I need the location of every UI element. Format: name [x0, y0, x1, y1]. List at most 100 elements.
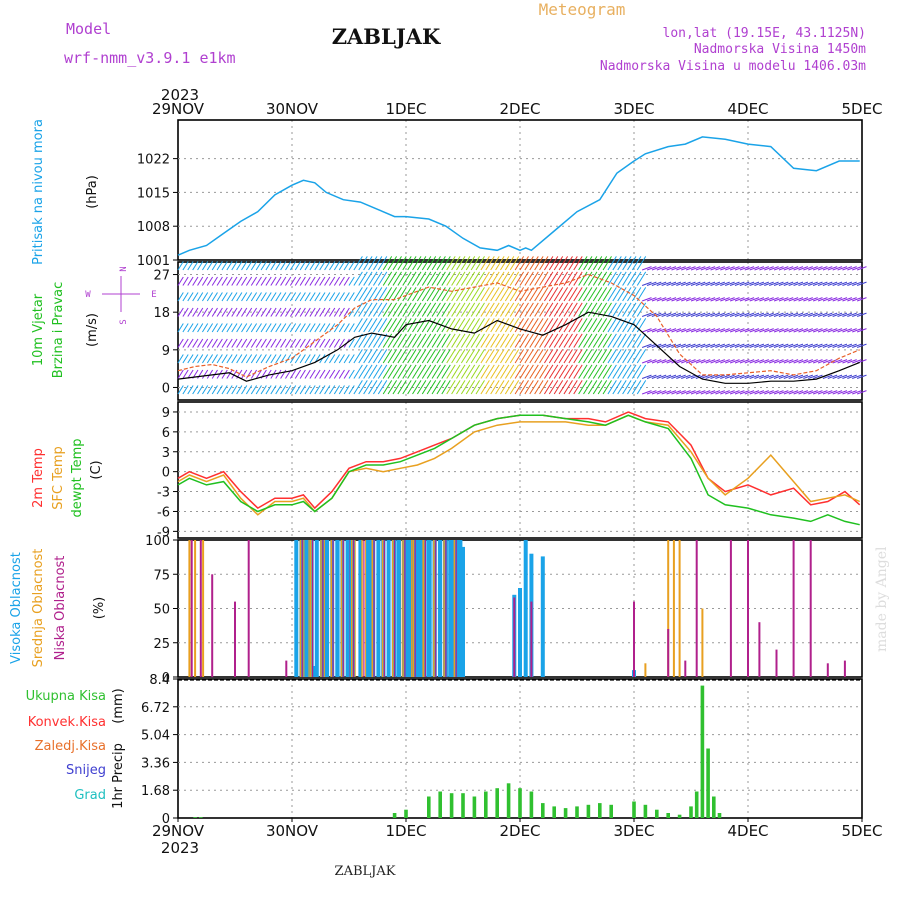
wind-barb [270, 323, 277, 333]
wind-barb [563, 318, 573, 333]
wind-barb [622, 318, 632, 333]
pressure-ytick-label: 1001 [137, 254, 170, 269]
wind-barb [236, 261, 243, 271]
precip-bar [700, 685, 705, 818]
wind-barb [304, 369, 311, 379]
wind-barb [534, 333, 544, 348]
wind-barb [803, 343, 813, 348]
wind-barb [426, 333, 437, 348]
wind-barb [192, 323, 199, 333]
wind-barb [578, 271, 588, 286]
cloud-bar [644, 663, 647, 677]
wind-barb [480, 380, 490, 395]
wind-barb [705, 374, 716, 379]
wind-gust-line [177, 273, 860, 378]
wind-barb [847, 328, 857, 333]
wind-barb [676, 359, 686, 364]
wind-barb [387, 302, 398, 317]
cloud-bar [422, 540, 427, 677]
wind-barb [548, 287, 559, 302]
wind-barb [397, 318, 407, 333]
wind-barb [847, 374, 857, 379]
wind-barb [285, 338, 292, 348]
cloud-bar [684, 660, 687, 677]
wind-barb [769, 359, 779, 364]
wind-barb [509, 256, 520, 271]
wind-barb [661, 359, 672, 364]
wind-barb [421, 349, 432, 364]
wind-barb [583, 256, 593, 271]
cloud-bar [301, 540, 303, 677]
wind-barb [377, 256, 388, 271]
wind-barb [690, 328, 701, 333]
wind-barb [744, 374, 755, 379]
wind-barb [231, 292, 238, 302]
wind-barb [329, 292, 336, 302]
wind-barb [808, 266, 818, 271]
cloud-bar [667, 540, 670, 677]
wind-barb [456, 271, 466, 286]
wind-barb [250, 369, 258, 379]
wind-barb [622, 256, 632, 271]
wind-barb [548, 364, 559, 379]
wind-barb [852, 266, 862, 271]
wind-barb [803, 266, 813, 271]
wind-barb [573, 318, 583, 333]
precip-bar [609, 804, 613, 818]
wind-barb [265, 385, 272, 395]
wind-barb [314, 385, 321, 395]
wind-barb [187, 369, 194, 379]
wind-barb [285, 292, 292, 302]
wind-barb [470, 333, 481, 348]
wind-barb [236, 276, 243, 286]
wind-barb [363, 380, 373, 395]
wind-barb [250, 354, 258, 364]
wind-barb [534, 318, 544, 333]
cloud-bar [363, 540, 365, 677]
wind-barb [500, 302, 510, 317]
wind-barb [715, 281, 725, 286]
wind-barb [847, 390, 857, 395]
wind-barb [392, 256, 402, 271]
wind-barb [798, 297, 809, 302]
pressure-ytick-label: 1022 [137, 153, 170, 168]
wind-barb [221, 292, 228, 302]
wind-barb [534, 271, 544, 286]
wind-barb [421, 364, 432, 379]
compass-west: W [85, 290, 91, 300]
wind-barb [500, 333, 510, 348]
wind-barb [319, 338, 326, 348]
wind-barb [314, 323, 321, 333]
wind-barb [636, 380, 647, 395]
wind-barb [700, 312, 711, 317]
wind-barb [587, 364, 598, 379]
wind-barb [759, 297, 769, 302]
wind-barb [294, 385, 302, 395]
wind-barb [431, 380, 441, 395]
wind-barb [250, 276, 258, 286]
wind-barb [778, 297, 789, 302]
cloud-bar [330, 540, 335, 677]
wind-barb [539, 302, 549, 317]
wind-barb [627, 364, 637, 379]
wind-barb [842, 297, 853, 302]
wind-barb [587, 302, 598, 317]
wind-barb [837, 312, 848, 317]
wind-barb [798, 374, 809, 379]
wind-barb [377, 302, 388, 317]
wind-barb [441, 349, 451, 364]
wind-barb [470, 302, 481, 317]
wind-barb [812, 374, 823, 379]
wind-barb [842, 312, 853, 317]
precip-bar [472, 796, 477, 818]
wind-barb [803, 374, 813, 379]
wind-barb [314, 369, 321, 379]
wind-barb [480, 333, 490, 348]
wind-barb [456, 256, 466, 271]
wind-barb [441, 256, 451, 271]
wind-barb [446, 287, 456, 302]
wind-barb [661, 312, 672, 317]
wind-barb [666, 312, 677, 317]
wind-barb [490, 256, 500, 271]
wind-barb [607, 256, 617, 271]
